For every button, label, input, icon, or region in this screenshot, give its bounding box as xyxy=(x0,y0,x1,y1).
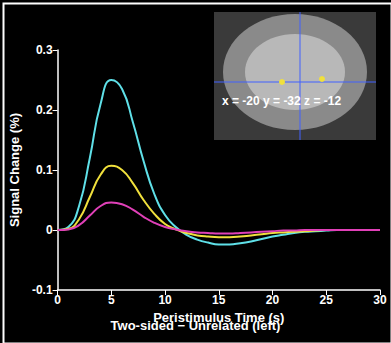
svg-text:25: 25 xyxy=(320,293,334,307)
svg-text:Two-sided − Unrelated (left): Two-sided − Unrelated (left) xyxy=(111,318,281,333)
svg-text:0.3: 0.3 xyxy=(36,43,53,57)
svg-text:0: 0 xyxy=(46,223,53,237)
svg-text:0.1: 0.1 xyxy=(36,163,53,177)
svg-text:10: 10 xyxy=(158,293,172,307)
svg-text:x = -20 y = -32 z = -12: x = -20 y = -32 z = -12 xyxy=(222,94,341,108)
svg-text:30: 30 xyxy=(373,293,387,307)
svg-text:Signal Change (%): Signal Change (%) xyxy=(7,113,22,227)
svg-text:15: 15 xyxy=(212,293,226,307)
svg-text:20: 20 xyxy=(266,293,280,307)
svg-text:5: 5 xyxy=(108,293,115,307)
svg-text:0.2: 0.2 xyxy=(36,103,53,117)
svg-text:-0.1: -0.1 xyxy=(32,283,53,297)
svg-text:0: 0 xyxy=(54,293,61,307)
